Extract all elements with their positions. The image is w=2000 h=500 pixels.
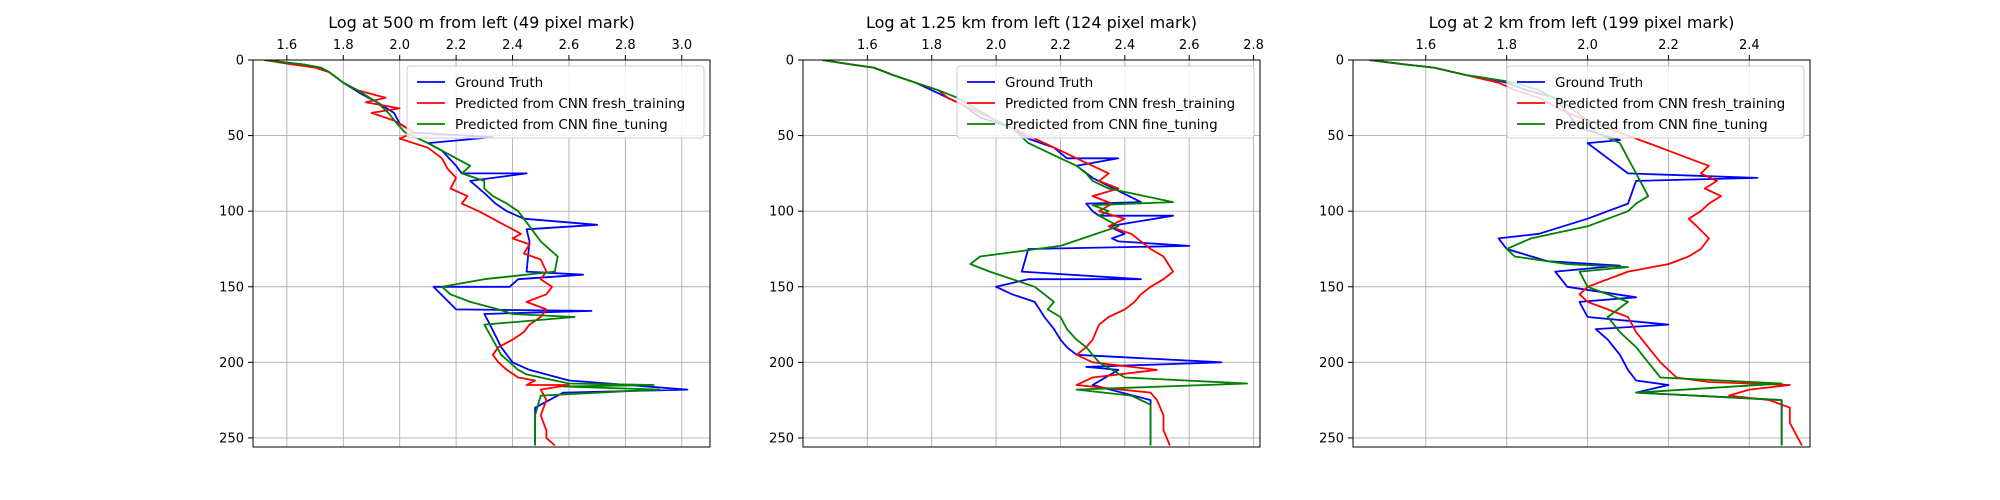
y-tick-label: 200 (219, 356, 244, 371)
y-tick-label: 0 (1336, 54, 1344, 69)
legend: Ground Truth Predicted from CNN fresh_tra… (406, 65, 705, 139)
series-line-1 (264, 60, 689, 446)
x-tick-label: 2.4 (1739, 38, 1760, 53)
y-tick-label: 250 (1319, 431, 1344, 446)
legend-label: Ground Truth (1005, 75, 1093, 91)
y-tick-label: 100 (219, 205, 244, 220)
y-tick-label: 200 (1319, 356, 1344, 371)
y-tick-label: 50 (1327, 129, 1344, 144)
chart-title: Log at 1.25 km from left (124 pixel mark… (866, 13, 1197, 32)
legend-label: Predicted from CNN fresh_training (1555, 96, 1785, 112)
legend-box (406, 65, 705, 139)
axes-frame (1352, 59, 1811, 448)
legend-label: Predicted from CNN fine_tuning (1005, 117, 1218, 133)
chart-title: Log at 2 km from left (199 pixel mark) (1429, 13, 1735, 32)
legend-label: Ground Truth (1555, 75, 1643, 91)
y-tick-label: 0 (236, 54, 244, 69)
x-tick-label: 2.4 (502, 38, 523, 53)
axes-frame (802, 59, 1261, 448)
y-tick-label: 100 (1319, 205, 1344, 220)
chart-title: Log at 500 m from left (49 pixel mark) (328, 13, 635, 32)
legend-box (1506, 65, 1805, 139)
y-tick-label: 150 (1319, 280, 1344, 295)
x-tick-label: 2.0 (389, 38, 410, 53)
y-tick-label: 0 (786, 54, 794, 69)
y-tick-label: 250 (219, 431, 244, 446)
legend: Ground Truth Predicted from CNN fresh_tra… (956, 65, 1255, 139)
chart-panel-1: Log at 500 m from left (49 pixel mark) 1.… (219, 13, 711, 448)
axes-frame (252, 59, 711, 448)
legend: Ground Truth Predicted from CNN fresh_tra… (1506, 65, 1805, 139)
x-tick-label: 2.2 (446, 38, 467, 53)
x-tick-label: 1.8 (333, 38, 354, 53)
y-tick-label: 100 (769, 205, 794, 220)
x-tick-label: 1.8 (921, 38, 942, 53)
chart-panel-2: Log at 1.25 km from left (124 pixel mark… (769, 13, 1264, 448)
plot-area (264, 60, 689, 447)
x-tick-label: 2.4 (1114, 38, 1135, 53)
x-tick-label: 2.0 (1577, 38, 1598, 53)
x-tick-label: 1.8 (1496, 38, 1517, 53)
y-tick-label: 150 (219, 280, 244, 295)
x-tick-label: 1.6 (277, 38, 298, 53)
x-tick-label: 1.6 (1415, 38, 1436, 53)
x-tick-label: 3.0 (671, 38, 692, 53)
x-tick-label: 1.6 (857, 38, 878, 53)
x-tick-label: 2.0 (986, 38, 1007, 53)
y-tick-label: 200 (769, 356, 794, 371)
x-tick-label: 2.6 (1179, 38, 1200, 53)
x-tick-label: 2.8 (615, 38, 636, 53)
legend-label: Ground Truth (455, 75, 543, 91)
legend-label: Predicted from CNN fresh_training (1005, 96, 1235, 112)
x-tick-label: 2.2 (1050, 38, 1071, 53)
legend-label: Predicted from CNN fresh_training (455, 96, 685, 112)
y-tick-label: 250 (769, 431, 794, 446)
legend-label: Predicted from CNN fine_tuning (1555, 117, 1768, 133)
x-tick-label: 2.2 (1658, 38, 1679, 53)
legend-label: Predicted from CNN fine_tuning (455, 117, 668, 133)
x-tick-label: 2.6 (559, 38, 580, 53)
legend-box (956, 65, 1255, 139)
y-tick-label: 150 (769, 280, 794, 295)
y-tick-label: 50 (777, 129, 794, 144)
series-line-3 (264, 60, 661, 446)
x-tick-label: 2.8 (1243, 38, 1264, 53)
chart-panel-3: Log at 2 km from left (199 pixel mark) 1.… (1319, 13, 1811, 448)
y-tick-label: 50 (227, 129, 244, 144)
